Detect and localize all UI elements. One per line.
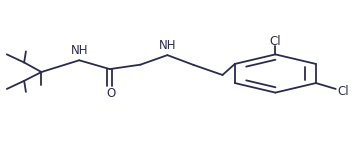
Text: NH: NH (71, 44, 88, 57)
Text: Cl: Cl (338, 85, 350, 98)
Text: O: O (106, 87, 116, 100)
Text: Cl: Cl (270, 35, 281, 48)
Text: NH: NH (159, 39, 176, 52)
